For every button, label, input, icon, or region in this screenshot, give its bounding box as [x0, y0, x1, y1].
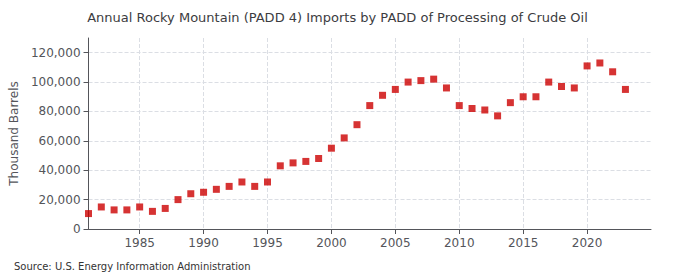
svg-text:1985: 1985: [124, 236, 155, 250]
svg-text:0: 0: [73, 222, 81, 236]
svg-text:60,000: 60,000: [39, 134, 81, 148]
svg-text:Thousand Barrels: Thousand Barrels: [7, 81, 21, 186]
svg-text:2000: 2000: [316, 236, 347, 250]
svg-text:40,000: 40,000: [39, 163, 81, 177]
svg-text:100,000: 100,000: [31, 75, 81, 89]
svg-text:2020: 2020: [572, 236, 603, 250]
svg-text:20,000: 20,000: [39, 193, 81, 207]
svg-text:Annual Rocky Mountain (PADD 4): Annual Rocky Mountain (PADD 4) Imports b…: [87, 10, 588, 25]
svg-text:80,000: 80,000: [39, 104, 81, 118]
svg-text:2015: 2015: [508, 236, 539, 250]
svg-text:Source: U.S. Energy Informatio: Source: U.S. Energy Information Administ…: [14, 261, 251, 272]
svg-text:120,000: 120,000: [31, 46, 81, 60]
svg-text:1990: 1990: [188, 236, 219, 250]
svg-text:2010: 2010: [444, 236, 475, 250]
svg-text:2005: 2005: [380, 236, 411, 250]
svg-text:1995: 1995: [252, 236, 283, 250]
